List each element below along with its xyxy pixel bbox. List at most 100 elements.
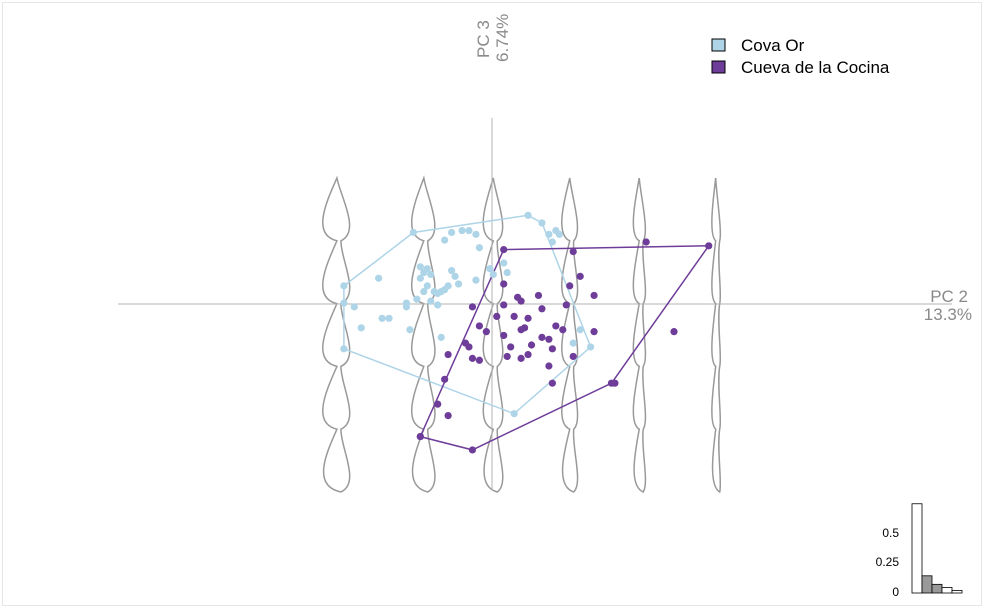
data-point [562,301,570,309]
data-point [448,267,456,275]
tooth-outline [632,177,647,493]
data-point [416,263,424,271]
data-point [576,272,584,280]
data-point [517,297,525,305]
data-point [406,326,414,334]
data-point [434,400,442,408]
data-point [500,301,508,309]
data-point [451,272,459,280]
scree-bar [911,503,923,594]
data-point [423,282,431,290]
data-point [548,345,556,353]
data-point [527,341,536,349]
data-point [475,244,483,252]
hull-vertex-point [587,343,595,351]
y-axis-name: PC 3 [474,20,493,58]
data-point [576,326,584,334]
data-point [468,303,477,311]
tooth-outline [322,175,351,493]
data-point [642,238,650,246]
legend-swatch-cocina [711,60,726,74]
data-point [472,230,480,238]
tooth-outline [561,177,579,493]
data-point [548,238,556,246]
tooth-outline [711,177,722,494]
data-point [520,324,529,332]
hull-vertex-point [510,410,518,418]
data-point [458,226,466,235]
hull-vertex-point [340,282,348,290]
data-point [590,291,598,300]
data-point [441,375,449,383]
hull-vertex-point [705,242,713,250]
data-point [444,350,452,359]
data-point [385,314,393,322]
data-point [500,280,508,288]
data-point [413,295,421,303]
data-point [503,352,511,361]
data-point [486,265,494,273]
data-point [555,230,563,238]
data-point [548,379,556,387]
data-point [569,352,577,361]
data-point [493,312,501,320]
data-point [545,362,553,370]
hull-layer [343,214,711,451]
legend-label-cova-or: Cova Or [741,36,805,55]
data-point [503,268,511,277]
data-point [465,343,473,351]
data-point [416,274,424,282]
hull-vertex-point [409,228,417,237]
data-point [468,354,477,362]
point-layer [340,211,713,454]
data-point [472,276,480,284]
data-point [552,322,560,330]
scree-tick-label: 0 [892,585,899,599]
data-point [454,280,463,288]
hull-vertex-point [538,219,546,227]
scree-bars [911,503,963,594]
hull-vertex-point [500,246,508,254]
hull-vertex-point [524,211,532,219]
data-point [350,303,358,311]
data-point [427,297,435,305]
data-point [375,274,383,282]
data-point [441,236,449,244]
tooth-outline-layer [322,175,722,494]
legend: Cova Or Cueva de la Cocina [711,36,890,77]
data-point [357,324,365,332]
data-point [434,301,442,309]
data-point [416,432,424,441]
data-point [507,343,515,351]
data-point [402,303,411,311]
data-point [559,326,567,334]
data-point [423,265,431,273]
scree-plot: 0.5 0.25 0 [876,503,963,599]
y-axis-variance: 6.74% [493,14,512,62]
data-point [444,282,452,290]
legend-swatch-cova-or [711,38,726,52]
data-point [510,312,518,320]
data-point [427,270,435,279]
data-point [378,314,386,322]
data-point [340,299,348,307]
scree-bar [921,575,933,594]
x-axis-variance: 13.3% [924,305,972,324]
data-point [465,226,473,235]
data-point [611,379,619,387]
data-point [524,350,532,359]
data-point [670,328,678,336]
legend-label-cocina: Cueva de la Cocina [741,58,890,77]
data-point [475,356,483,364]
scree-bar [931,583,943,594]
data-point [475,322,483,330]
data-point [545,230,553,238]
data-point [437,333,445,341]
data-point [566,282,574,290]
scree-tick-label: 0.5 [882,526,899,540]
data-point [517,354,525,362]
data-point [569,247,577,256]
scree-tick-label: 0.25 [876,555,900,569]
